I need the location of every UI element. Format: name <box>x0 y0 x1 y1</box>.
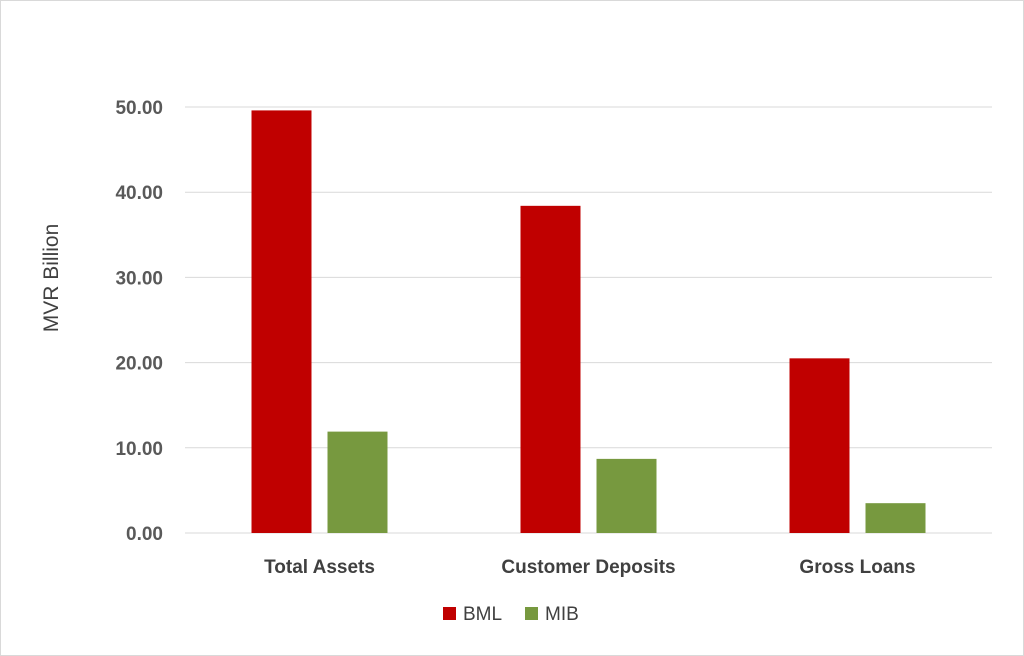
bar-bml-customer-deposits <box>520 205 581 533</box>
legend-item-bml: BML <box>443 604 502 625</box>
legend: BML MIB <box>443 604 579 625</box>
y-tick-label: 50.00 <box>115 98 163 119</box>
x-category-label: Total Assets <box>264 557 375 578</box>
x-category-label: Customer Deposits <box>501 557 675 578</box>
legend-item-mib: MIB <box>525 604 579 625</box>
legend-swatch <box>525 607 538 620</box>
y-tick-label: 10.00 <box>115 439 163 460</box>
x-category-label: Gross Loans <box>799 557 915 578</box>
y-tick-label: 30.00 <box>115 268 163 289</box>
legend-label: BML <box>463 604 502 625</box>
bar-mib-gross-loans <box>865 503 926 533</box>
legend-swatch <box>443 607 456 620</box>
bar-bml-total-assets <box>251 110 312 534</box>
y-axis-ticks: 0.00 10.00 20.00 30.00 40.00 50.00 <box>115 98 163 545</box>
gridlines <box>185 106 992 534</box>
bar-mib-total-assets <box>327 431 388 533</box>
bar-bml-gross-loans <box>789 358 850 533</box>
y-tick-label: 0.00 <box>126 524 163 545</box>
bars <box>251 110 926 534</box>
legend-label: MIB <box>545 604 579 625</box>
y-axis-label: MVR Billion <box>40 224 63 333</box>
x-axis-categories: Total Assets Customer Deposits Gross Loans <box>264 557 916 578</box>
y-tick-label: 20.00 <box>115 354 163 375</box>
bar-mib-customer-deposits <box>596 458 657 533</box>
y-tick-label: 40.00 <box>115 183 163 204</box>
